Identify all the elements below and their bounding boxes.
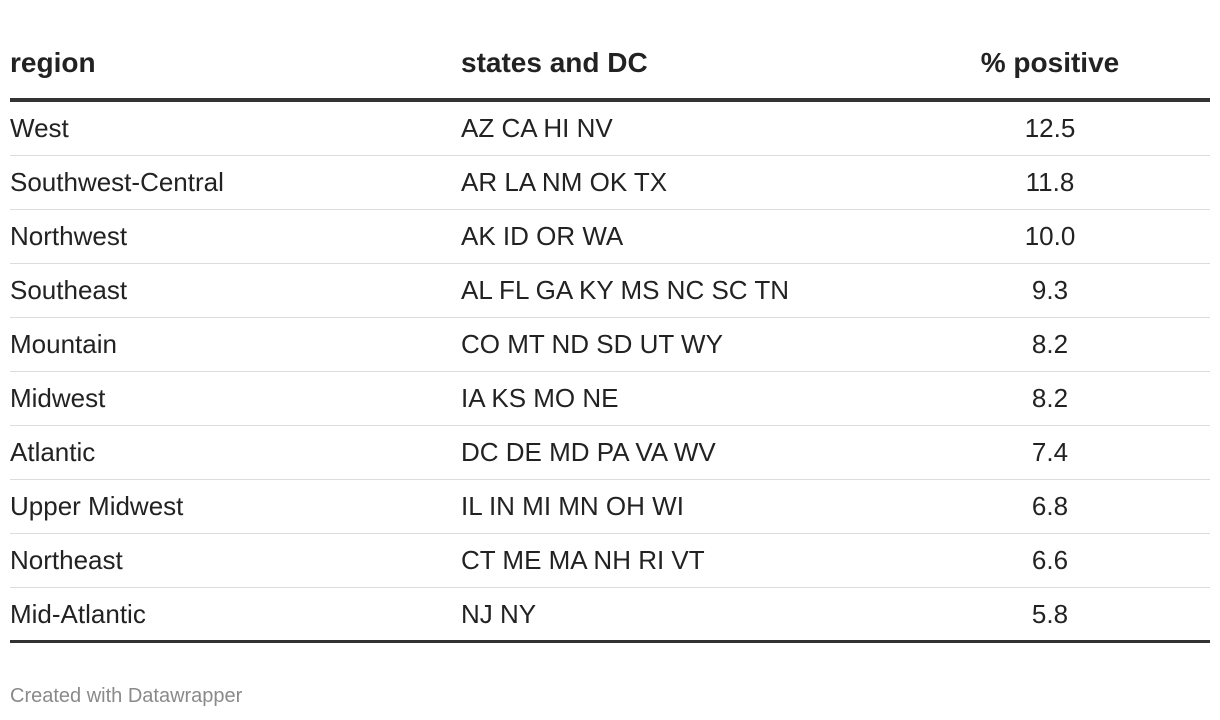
- column-header: % positive: [980, 47, 1120, 78]
- table-cell: IL IN MI MN OH WI: [461, 491, 684, 521]
- column-header: region: [10, 47, 96, 78]
- row-divider: [10, 587, 1210, 588]
- table-cell: 10.0: [1024, 221, 1076, 251]
- table-cell: Northwest: [10, 221, 128, 251]
- row-divider: [10, 371, 1210, 372]
- row-divider: [10, 317, 1210, 318]
- table-cell: AL FL GA KY MS NC SC TN: [461, 275, 789, 305]
- table-cell: Southeast: [10, 275, 128, 305]
- table-cell: West: [10, 113, 69, 143]
- table-cell: IA KS MO NE: [461, 383, 619, 413]
- row-divider: [10, 263, 1210, 264]
- row-divider: [10, 425, 1210, 426]
- table-cell: NJ NY: [461, 599, 537, 629]
- table-cell: Atlantic: [10, 437, 96, 467]
- footer: Created with Datawrapper: [10, 685, 243, 707]
- table-cell: CT ME MA NH RI VT: [461, 545, 705, 575]
- row-divider: [10, 209, 1210, 210]
- table-cell: 8.2: [1031, 329, 1069, 359]
- table-cell: 6.6: [1031, 545, 1069, 575]
- table-cell: 7.4: [1031, 437, 1069, 467]
- bottom-rule: [10, 640, 1210, 643]
- table-cell: AR LA NM OK TX: [461, 167, 668, 197]
- table-cell: 12.5: [1024, 113, 1076, 143]
- table-cell: 11.8: [1025, 167, 1075, 197]
- table-cell: DC DE MD PA VA WV: [461, 437, 716, 467]
- table-cell: Southwest-Central: [10, 167, 224, 197]
- table-cell: Upper Midwest: [10, 491, 184, 521]
- table-cell: CO MT ND SD UT WY: [461, 329, 723, 359]
- table-cell: Midwest: [10, 383, 106, 413]
- table-cell: 9.3: [1031, 275, 1069, 305]
- row-divider: [10, 533, 1210, 534]
- table-cell: Mountain: [10, 329, 117, 359]
- table-cell: 6.8: [1031, 491, 1069, 521]
- row-divider: [10, 479, 1210, 480]
- table-cell: Northeast: [10, 545, 123, 575]
- row-divider: [10, 155, 1210, 156]
- table-cell: Mid-Atlantic: [10, 599, 146, 629]
- table-cell: 5.8: [1031, 599, 1069, 629]
- table-cell: 8.2: [1031, 383, 1069, 413]
- header-rule: [10, 98, 1210, 102]
- table-cell: AZ CA HI NV: [461, 113, 613, 143]
- column-header: states and DC: [461, 47, 648, 78]
- table-cell: AK ID OR WA: [461, 221, 624, 251]
